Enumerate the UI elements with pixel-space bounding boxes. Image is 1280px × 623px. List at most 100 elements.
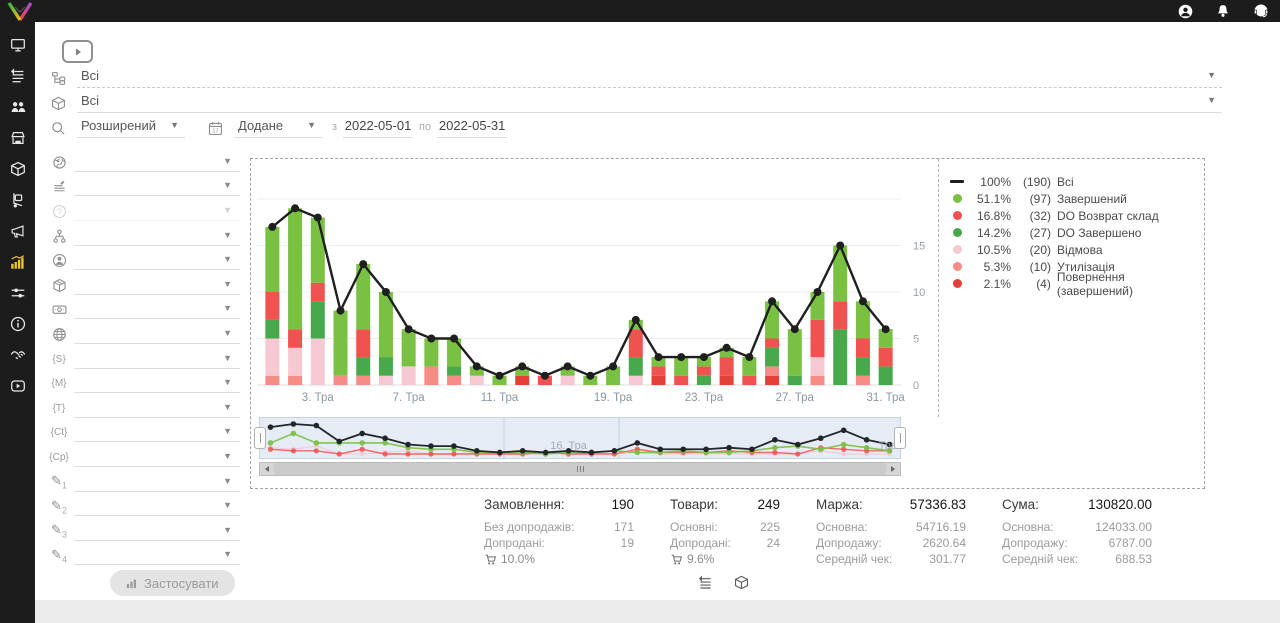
sidebar-item-clients[interactable]	[7, 98, 29, 116]
sidebar-item-info[interactable]	[7, 315, 29, 333]
filter-row-product: Всі ▼	[50, 91, 1222, 113]
left-filter-select-1[interactable]: ▼	[74, 153, 240, 172]
category-select[interactable]: Всі ▼	[77, 66, 1222, 88]
left-filter-select-14[interactable]: ▼	[74, 473, 240, 492]
payment-icon	[48, 301, 70, 318]
view-toggles	[697, 574, 750, 591]
left-filter-select-5[interactable]: ▼	[74, 251, 240, 271]
scrollbar-track[interactable]	[274, 463, 886, 475]
chart-bars-icon	[126, 579, 136, 589]
legend-label: Повернення (завершений)	[1056, 269, 1133, 298]
legend-item[interactable]: 10.5% (20) Відмова	[949, 241, 1204, 258]
product-select[interactable]: Всі ▼	[77, 91, 1222, 113]
token-icon: {M}	[48, 378, 70, 389]
caret-down-icon: ▼	[223, 426, 232, 437]
scroll-right-icon[interactable]	[886, 463, 900, 475]
search-mode-value: Розширений	[81, 118, 156, 133]
left-filter-select-11[interactable]: ▼	[74, 399, 240, 418]
left-filter-select-10[interactable]: ▼	[74, 374, 240, 394]
legend-item[interactable]: 100% (190) Всі	[949, 173, 1204, 190]
stat-sub-value: 301.77	[929, 552, 966, 566]
orders-list-icon	[9, 67, 27, 85]
legend-item[interactable]: 2.1% (4) Повернення (завершений)	[949, 270, 1204, 298]
chart-navigator[interactable]: 16. Тра Тра	[254, 417, 906, 459]
legend-dot-marker	[952, 228, 962, 237]
stat-title: Замовлення:	[484, 497, 565, 512]
products-cube-icon[interactable]	[733, 574, 750, 591]
cart-icon	[485, 554, 497, 564]
filter-row-search: Розширений ▼ 17 Додане ▼ з по	[50, 116, 508, 138]
sidebar-item-settings-sliders[interactable]	[7, 284, 29, 302]
apply-filters-button[interactable]: Застосувати	[110, 570, 235, 596]
stat-value: 57336.83	[909, 497, 966, 512]
stat-sub-label: Основна:	[1002, 520, 1054, 534]
sidebar-item-orders-list[interactable]	[7, 67, 29, 85]
legend-percent: 100%	[980, 174, 1011, 189]
left-filter-select-8[interactable]: ▼	[74, 325, 240, 344]
sidebar-item-partners-handshake[interactable]	[7, 346, 29, 364]
sidebar-item-products[interactable]	[7, 160, 29, 178]
logistics-trolley-icon	[9, 191, 27, 209]
left-filter-select-16[interactable]: ▼	[74, 522, 240, 541]
stat-sub-label: Допродані:	[484, 536, 545, 550]
sidebar-item-marketing-megaphone[interactable]	[7, 222, 29, 240]
sidebar-item-store[interactable]	[7, 129, 29, 147]
legend-item[interactable]: 16.8% (32) DO Возврат склад	[949, 207, 1204, 224]
sidebar-item-statistics-chart[interactable]	[7, 253, 29, 271]
stat-sub-label: Середній чек:	[816, 552, 893, 566]
left-filter-select-9[interactable]: ▼	[74, 350, 240, 369]
country-globe-icon	[48, 154, 70, 171]
orders-list-icon[interactable]	[697, 574, 714, 591]
left-filter-select-6[interactable]: ▼	[74, 276, 240, 295]
user-icon[interactable]	[1176, 2, 1194, 20]
legend-count: (32)	[1029, 208, 1051, 223]
left-filter-row-6: ▼	[48, 273, 240, 298]
caret-down-icon: ▼	[223, 549, 232, 560]
caret-down-icon: ▼	[223, 401, 232, 412]
stat-title: Товари:	[670, 497, 719, 512]
pencil-icon: ✎2	[51, 497, 67, 516]
legend-item[interactable]: 14.2% (27) DO Завершено	[949, 224, 1204, 241]
date-field-select[interactable]: Додане ▼	[234, 116, 322, 138]
left-filter-row-1: ▼	[48, 150, 240, 175]
legend-item[interactable]: 51.1% (97) Завершений	[949, 190, 1204, 207]
legend-item[interactable]: 5.3% (10) Утилізація	[949, 258, 1204, 275]
stat-sub-value: 54716.19	[915, 520, 966, 534]
caret-down-icon: ▼	[223, 155, 232, 166]
left-filter-select-7[interactable]: ▼	[74, 300, 240, 320]
brand-logo-icon[interactable]	[5, 0, 35, 23]
sidebar-item-monitor[interactable]	[7, 36, 29, 54]
status-lines-icon	[48, 178, 70, 195]
left-filter-select-13[interactable]: ▼	[74, 448, 240, 467]
support-headset-icon[interactable]	[1252, 2, 1270, 20]
left-filter-select-15[interactable]: ▼	[74, 497, 240, 517]
left-filter-select-4[interactable]: ▼	[74, 227, 240, 246]
stat-sub-label: Середній чек:	[1002, 552, 1079, 566]
left-filter-select-3[interactable]: ▼	[74, 202, 240, 221]
statistics-chart-icon	[9, 253, 27, 271]
navigator-left-handle[interactable]	[254, 427, 266, 449]
video-tutorial-button[interactable]	[62, 40, 93, 63]
left-filter-select-17[interactable]: ▼	[74, 546, 240, 566]
notifications-bell-icon[interactable]	[1214, 2, 1232, 20]
sidebar-item-logistics-trolley[interactable]	[7, 191, 29, 209]
date-to-input[interactable]	[437, 116, 508, 138]
search-mode-select[interactable]: Розширений ▼	[77, 116, 185, 138]
partners-handshake-icon	[9, 346, 27, 364]
left-filter-select-12[interactable]: ▼	[74, 423, 240, 443]
caret-down-icon: ▼	[223, 500, 232, 511]
scroll-left-icon[interactable]	[260, 463, 274, 475]
sidebar-item-video-tutorial[interactable]	[7, 377, 29, 395]
products-icon	[9, 160, 27, 178]
chart-scrollbar[interactable]	[259, 462, 901, 476]
date-field-value: Додане	[238, 118, 284, 133]
svg-text:5: 5	[913, 334, 919, 346]
svg-text:27. Тра: 27. Тра	[776, 392, 815, 404]
date-from-input[interactable]	[343, 116, 414, 138]
manager-icon	[48, 252, 70, 269]
calendar-icon: 17	[207, 120, 224, 137]
navigator-right-handle[interactable]	[894, 427, 906, 449]
token-label: {S}	[52, 353, 66, 365]
orders-chart[interactable]: 0 5 10 15 3. Тра 7. Тра 11. Тра 19. Тра 23. Тра 2…	[257, 163, 937, 411]
left-filter-select-2[interactable]: ▼	[74, 177, 240, 197]
